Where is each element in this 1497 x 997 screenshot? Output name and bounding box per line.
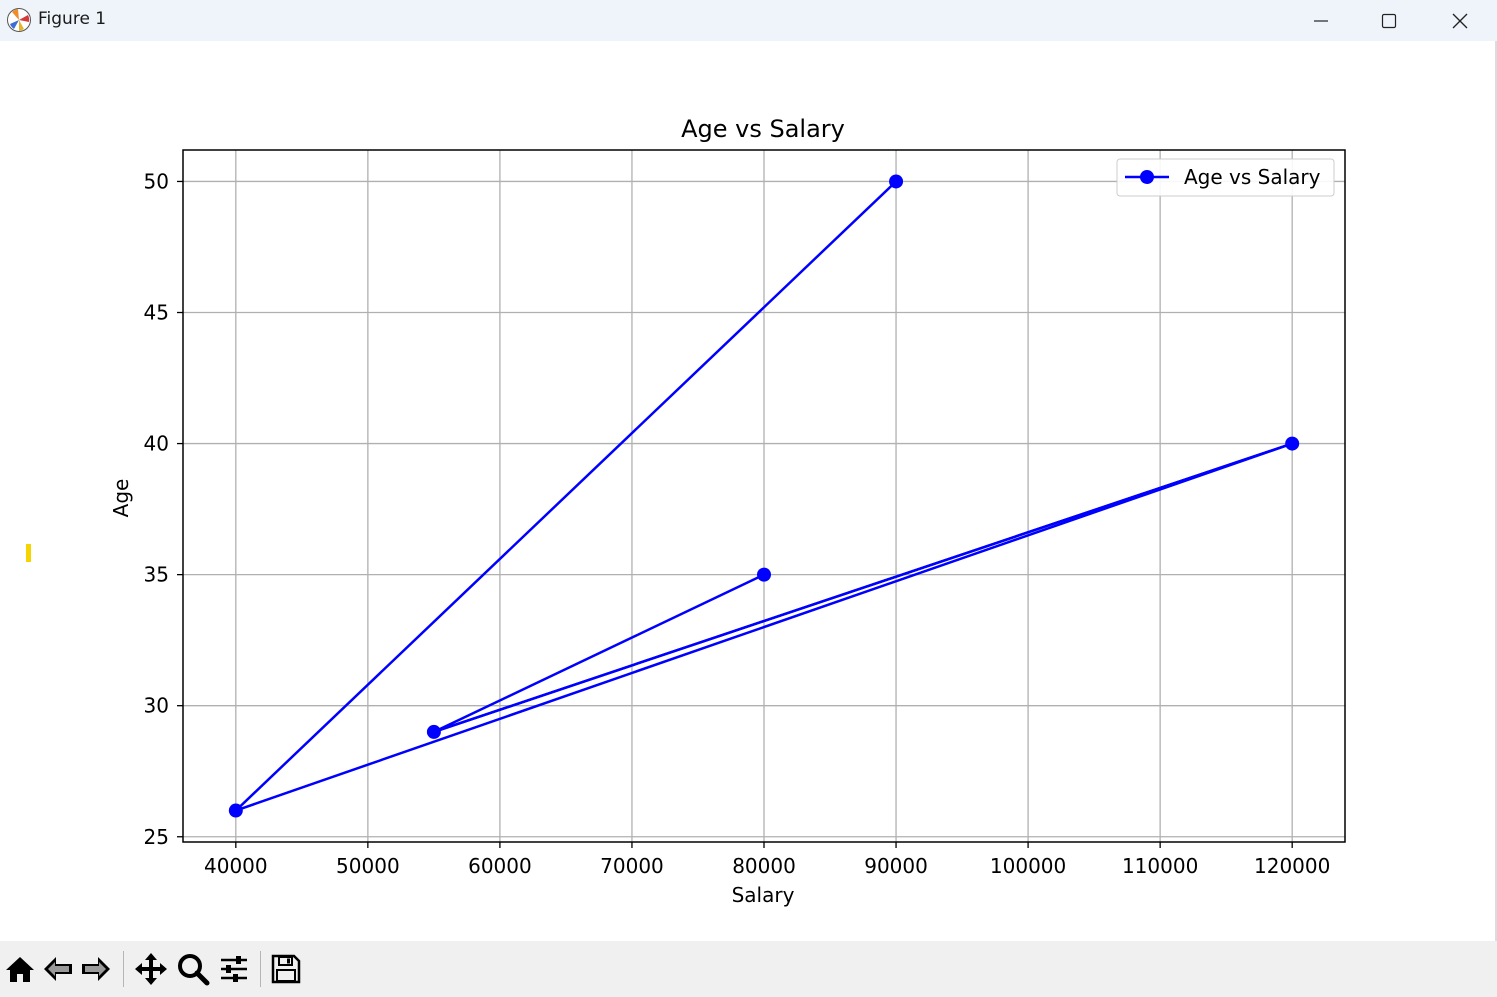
y-axis-label: Age bbox=[109, 479, 133, 518]
back-icon bbox=[44, 957, 72, 981]
maximize-button[interactable] bbox=[1354, 0, 1424, 41]
x-tick-label: 50000 bbox=[336, 854, 400, 878]
y-tick-label: 35 bbox=[144, 563, 169, 587]
close-button[interactable] bbox=[1425, 0, 1495, 41]
series-markers bbox=[228, 174, 1300, 818]
zoom-button[interactable] bbox=[173, 947, 213, 991]
y-tick-label: 30 bbox=[144, 694, 169, 718]
configure-subplots-button[interactable] bbox=[214, 947, 254, 991]
yellow-cursor-mark bbox=[26, 544, 31, 562]
window-edge bbox=[1495, 41, 1497, 941]
toolbar-separator bbox=[123, 951, 124, 987]
window-title: Figure 1 bbox=[38, 9, 107, 29]
data-point bbox=[1285, 436, 1300, 451]
data-point bbox=[228, 803, 243, 818]
legend-box bbox=[1116, 158, 1335, 197]
legend-label: Age vs Salary bbox=[1184, 165, 1321, 189]
x-tick-label: 120000 bbox=[1254, 854, 1330, 878]
close-icon bbox=[1452, 13, 1468, 28]
grid-lines bbox=[183, 150, 1345, 842]
legend-marker-sample bbox=[1140, 170, 1154, 184]
data-point bbox=[426, 724, 441, 739]
x-tick-label: 40000 bbox=[204, 854, 268, 878]
matplotlib-app-icon bbox=[7, 8, 31, 32]
figure-canvas[interactable]: Age vs Salary 40000 50000 60000 70000 80000 9… bbox=[0, 41, 1495, 941]
x-tick-label: 100000 bbox=[990, 854, 1066, 878]
x-tick-label: 110000 bbox=[1122, 854, 1198, 878]
title-bar: Figure 1 bbox=[0, 0, 1497, 41]
y-tick-label: 25 bbox=[144, 825, 169, 849]
minimize-button[interactable] bbox=[1286, 0, 1356, 41]
x-tick-label: 70000 bbox=[600, 854, 664, 878]
data-point bbox=[889, 174, 904, 189]
toolbar-separator bbox=[260, 951, 261, 987]
line-chart: Age vs Salary 40000 50000 60000 70000 80000 9… bbox=[109, 115, 1346, 907]
navigation-toolbar bbox=[0, 941, 1497, 997]
y-tick-label: 40 bbox=[144, 432, 169, 456]
x-axis-label: Salary bbox=[732, 883, 795, 907]
y-tick-label: 45 bbox=[144, 301, 169, 325]
forward-icon bbox=[82, 957, 110, 981]
plot-frame bbox=[182, 149, 1346, 843]
configure-subplots-icon bbox=[221, 956, 247, 982]
minimize-icon bbox=[1314, 19, 1328, 22]
save-icon bbox=[271, 954, 301, 984]
pan-button[interactable] bbox=[131, 947, 171, 991]
x-axis-ticks: 40000 50000 60000 70000 80000 90000 100000 1100… bbox=[204, 842, 1330, 878]
y-tick-label: 50 bbox=[144, 169, 169, 193]
y-axis-ticks: 25 30 35 40 45 50 bbox=[144, 169, 183, 849]
x-tick-label: 80000 bbox=[732, 854, 796, 878]
chart-title: Age vs Salary bbox=[681, 115, 845, 143]
data-point bbox=[757, 567, 771, 582]
zoom-icon bbox=[178, 954, 210, 986]
home-icon bbox=[6, 957, 34, 982]
home-button[interactable] bbox=[0, 947, 40, 991]
forward-button[interactable] bbox=[76, 947, 116, 991]
series-line bbox=[433, 442, 1293, 734]
back-button[interactable] bbox=[38, 947, 78, 991]
save-button[interactable] bbox=[266, 947, 306, 991]
maximize-icon bbox=[1381, 13, 1397, 28]
pan-icon bbox=[135, 953, 167, 985]
x-tick-label: 60000 bbox=[468, 854, 532, 878]
legend: Age vs Salary bbox=[1116, 158, 1335, 197]
x-tick-label: 90000 bbox=[864, 854, 928, 878]
